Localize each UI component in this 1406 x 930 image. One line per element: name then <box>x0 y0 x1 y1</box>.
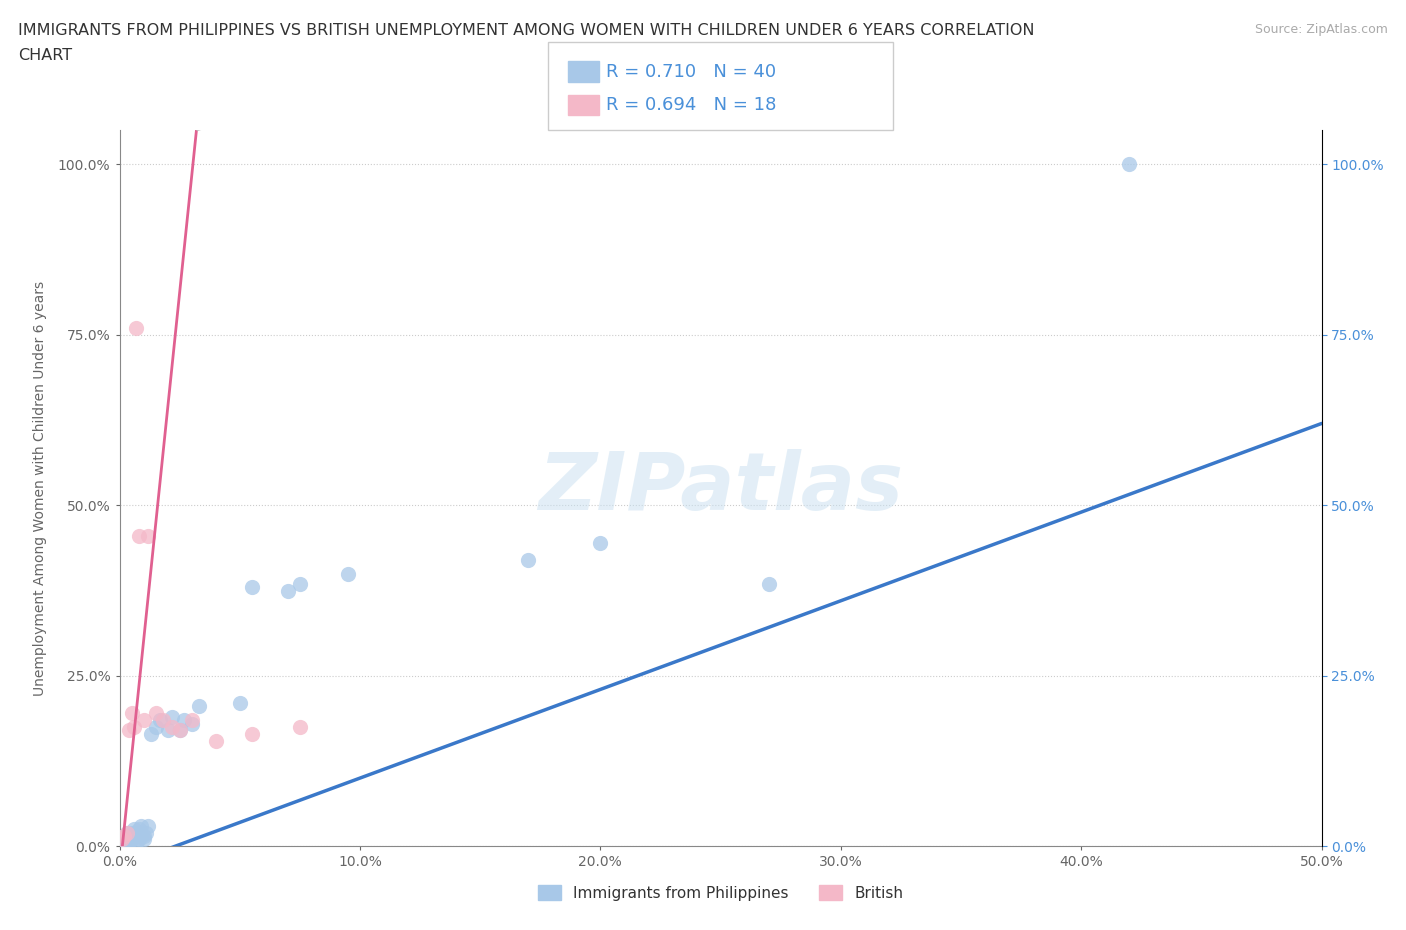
Point <box>122 829 145 844</box>
Point <box>138 528 160 543</box>
Point <box>121 706 143 721</box>
Point <box>122 822 145 837</box>
Point <box>115 825 138 840</box>
Point <box>277 583 299 598</box>
Point <box>145 720 167 735</box>
Point <box>111 832 134 847</box>
Text: R = 0.710   N = 40: R = 0.710 N = 40 <box>606 62 776 81</box>
Point <box>162 720 184 735</box>
Point <box>145 706 167 721</box>
Point <box>156 723 179 737</box>
Point <box>169 723 191 737</box>
Point <box>132 829 155 844</box>
Point <box>336 566 359 581</box>
Point <box>112 835 135 850</box>
Point <box>128 822 150 837</box>
Text: CHART: CHART <box>18 48 72 63</box>
Point <box>187 699 209 714</box>
Point <box>758 577 780 591</box>
Point <box>288 577 311 591</box>
Point <box>112 829 135 844</box>
Point <box>152 712 174 727</box>
Point <box>132 712 155 727</box>
Point <box>138 818 160 833</box>
Point <box>128 528 150 543</box>
Point <box>118 829 141 844</box>
Point <box>122 720 145 735</box>
Point <box>128 832 150 847</box>
Point <box>517 552 540 567</box>
Point <box>288 720 311 735</box>
Point <box>118 723 141 737</box>
Point <box>173 712 195 727</box>
Legend: Immigrants from Philippines, British: Immigrants from Philippines, British <box>531 879 910 907</box>
Point <box>129 818 152 833</box>
Point <box>589 536 612 551</box>
Point <box>129 829 152 844</box>
Point <box>111 832 134 847</box>
Point <box>125 835 148 850</box>
Point <box>204 733 226 748</box>
Point <box>135 825 157 840</box>
Point <box>121 832 143 847</box>
Point <box>149 712 172 727</box>
Text: ZIPatlas: ZIPatlas <box>538 449 903 527</box>
Point <box>132 832 155 847</box>
Point <box>115 825 138 840</box>
Point <box>240 579 263 594</box>
Point <box>162 710 184 724</box>
Point <box>139 726 162 741</box>
Text: IMMIGRANTS FROM PHILIPPINES VS BRITISH UNEMPLOYMENT AMONG WOMEN WITH CHILDREN UN: IMMIGRANTS FROM PHILIPPINES VS BRITISH U… <box>18 23 1035 38</box>
Point <box>115 832 138 847</box>
Text: R = 0.694   N = 18: R = 0.694 N = 18 <box>606 96 776 114</box>
Point <box>118 835 141 850</box>
Point <box>125 321 148 336</box>
Point <box>180 712 202 727</box>
Point <box>121 825 143 840</box>
Point <box>228 696 252 711</box>
Point <box>169 723 191 737</box>
Point <box>112 829 135 844</box>
Point <box>111 835 134 850</box>
Text: Source: ZipAtlas.com: Source: ZipAtlas.com <box>1254 23 1388 36</box>
Point <box>180 716 202 731</box>
Point <box>125 825 148 840</box>
Point <box>1118 157 1140 172</box>
Point <box>240 726 263 741</box>
Y-axis label: Unemployment Among Women with Children Under 6 years: Unemployment Among Women with Children U… <box>32 281 46 696</box>
